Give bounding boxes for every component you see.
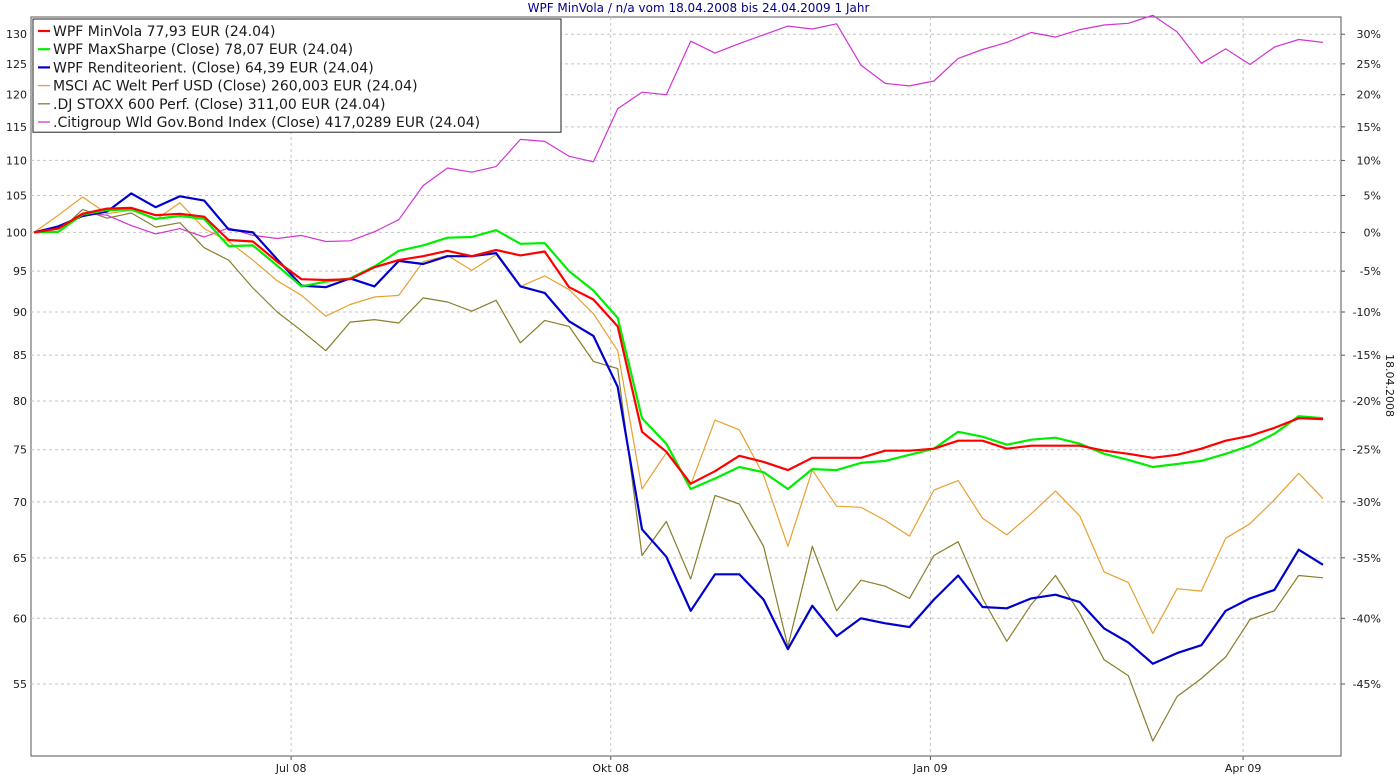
y-tick-label-90: 90 [13,306,27,319]
y2-tick-label: -5% [1360,265,1381,278]
y2-tick-label: -35% [1353,552,1381,565]
y-tick-label-80: 80 [13,395,27,408]
y-tick-label-130: 130 [6,28,27,41]
x-tick-label: Apr 09 [1225,762,1262,775]
legend-entry-3: MSCI AC Welt Perf USD (Close) 260,003 EU… [53,79,418,95]
series-line-0 [33,206,1324,485]
y-tick-label-65: 65 [13,552,27,565]
y2-tick-label: -30% [1353,496,1381,509]
series-line-5 [33,14,1324,243]
y2-tick-label: -15% [1353,349,1381,362]
plot-area [30,16,1342,757]
legend-entry-4: .DJ STOXX 600 Perf. (Close) 311,00 EUR (… [53,97,386,113]
series-line-4 [34,208,1324,742]
x-tick-label: Jul 08 [275,762,307,775]
chart-title: WPF MinVola / n/a vom 18.04.2008 bis 24.… [527,1,870,15]
y-tick-label-60: 60 [13,612,27,625]
legend-entry-0: WPF MinVola 77,93 EUR (24.04) [53,24,275,40]
y-tick-label-125: 125 [6,58,27,71]
y2-tick-label: -40% [1353,612,1381,625]
y2-tick-label: 30% [1357,28,1381,41]
series-line-2 [33,192,1324,665]
y-tick-label-110: 110 [6,154,27,167]
y2-tick-label: -45% [1353,678,1381,691]
y-tick-label-85: 85 [13,349,27,362]
x-tick-label: Jan 09 [912,762,947,775]
legend-entry-5: .Citigroup Wld Gov.Bond Index (Close) 41… [53,115,480,131]
y2-tick-label: 10% [1357,154,1381,167]
y2-tick-label: 5% [1364,190,1381,203]
y2-axis-label: 18.04.2008 [1383,354,1396,417]
y-tick-label-115: 115 [6,121,27,134]
y-tick-label-55: 55 [13,678,27,691]
x-tick-label: Okt 08 [592,762,629,775]
y2-tick-label: 20% [1357,89,1381,102]
legend-entry-2: WPF Renditeorient. (Close) 64,39 EUR (24… [53,60,374,76]
y2-tick-label: 0% [1364,226,1381,239]
y-tick-label-105: 105 [6,190,27,203]
y-tick-label-120: 120 [6,89,27,102]
y-tick-label-70: 70 [13,496,27,509]
y2-tick-label: -25% [1353,444,1381,457]
y2-tick-label: -10% [1353,306,1381,319]
legend: WPF MinVola 77,93 EUR (24.04) WPF MaxShar… [32,18,562,133]
y-tick-label-75: 75 [13,444,27,457]
y2-tick-label: 25% [1357,58,1381,71]
legend-box [32,18,562,133]
y2-tick-label: 15% [1357,121,1381,134]
legend-entry-1: WPF MaxSharpe (Close) 78,07 EUR (24.04) [53,42,353,58]
y2-tick-label: -20% [1353,395,1381,408]
y-tick-label-95: 95 [13,265,27,278]
y-tick-label-100: 100 [6,226,27,239]
